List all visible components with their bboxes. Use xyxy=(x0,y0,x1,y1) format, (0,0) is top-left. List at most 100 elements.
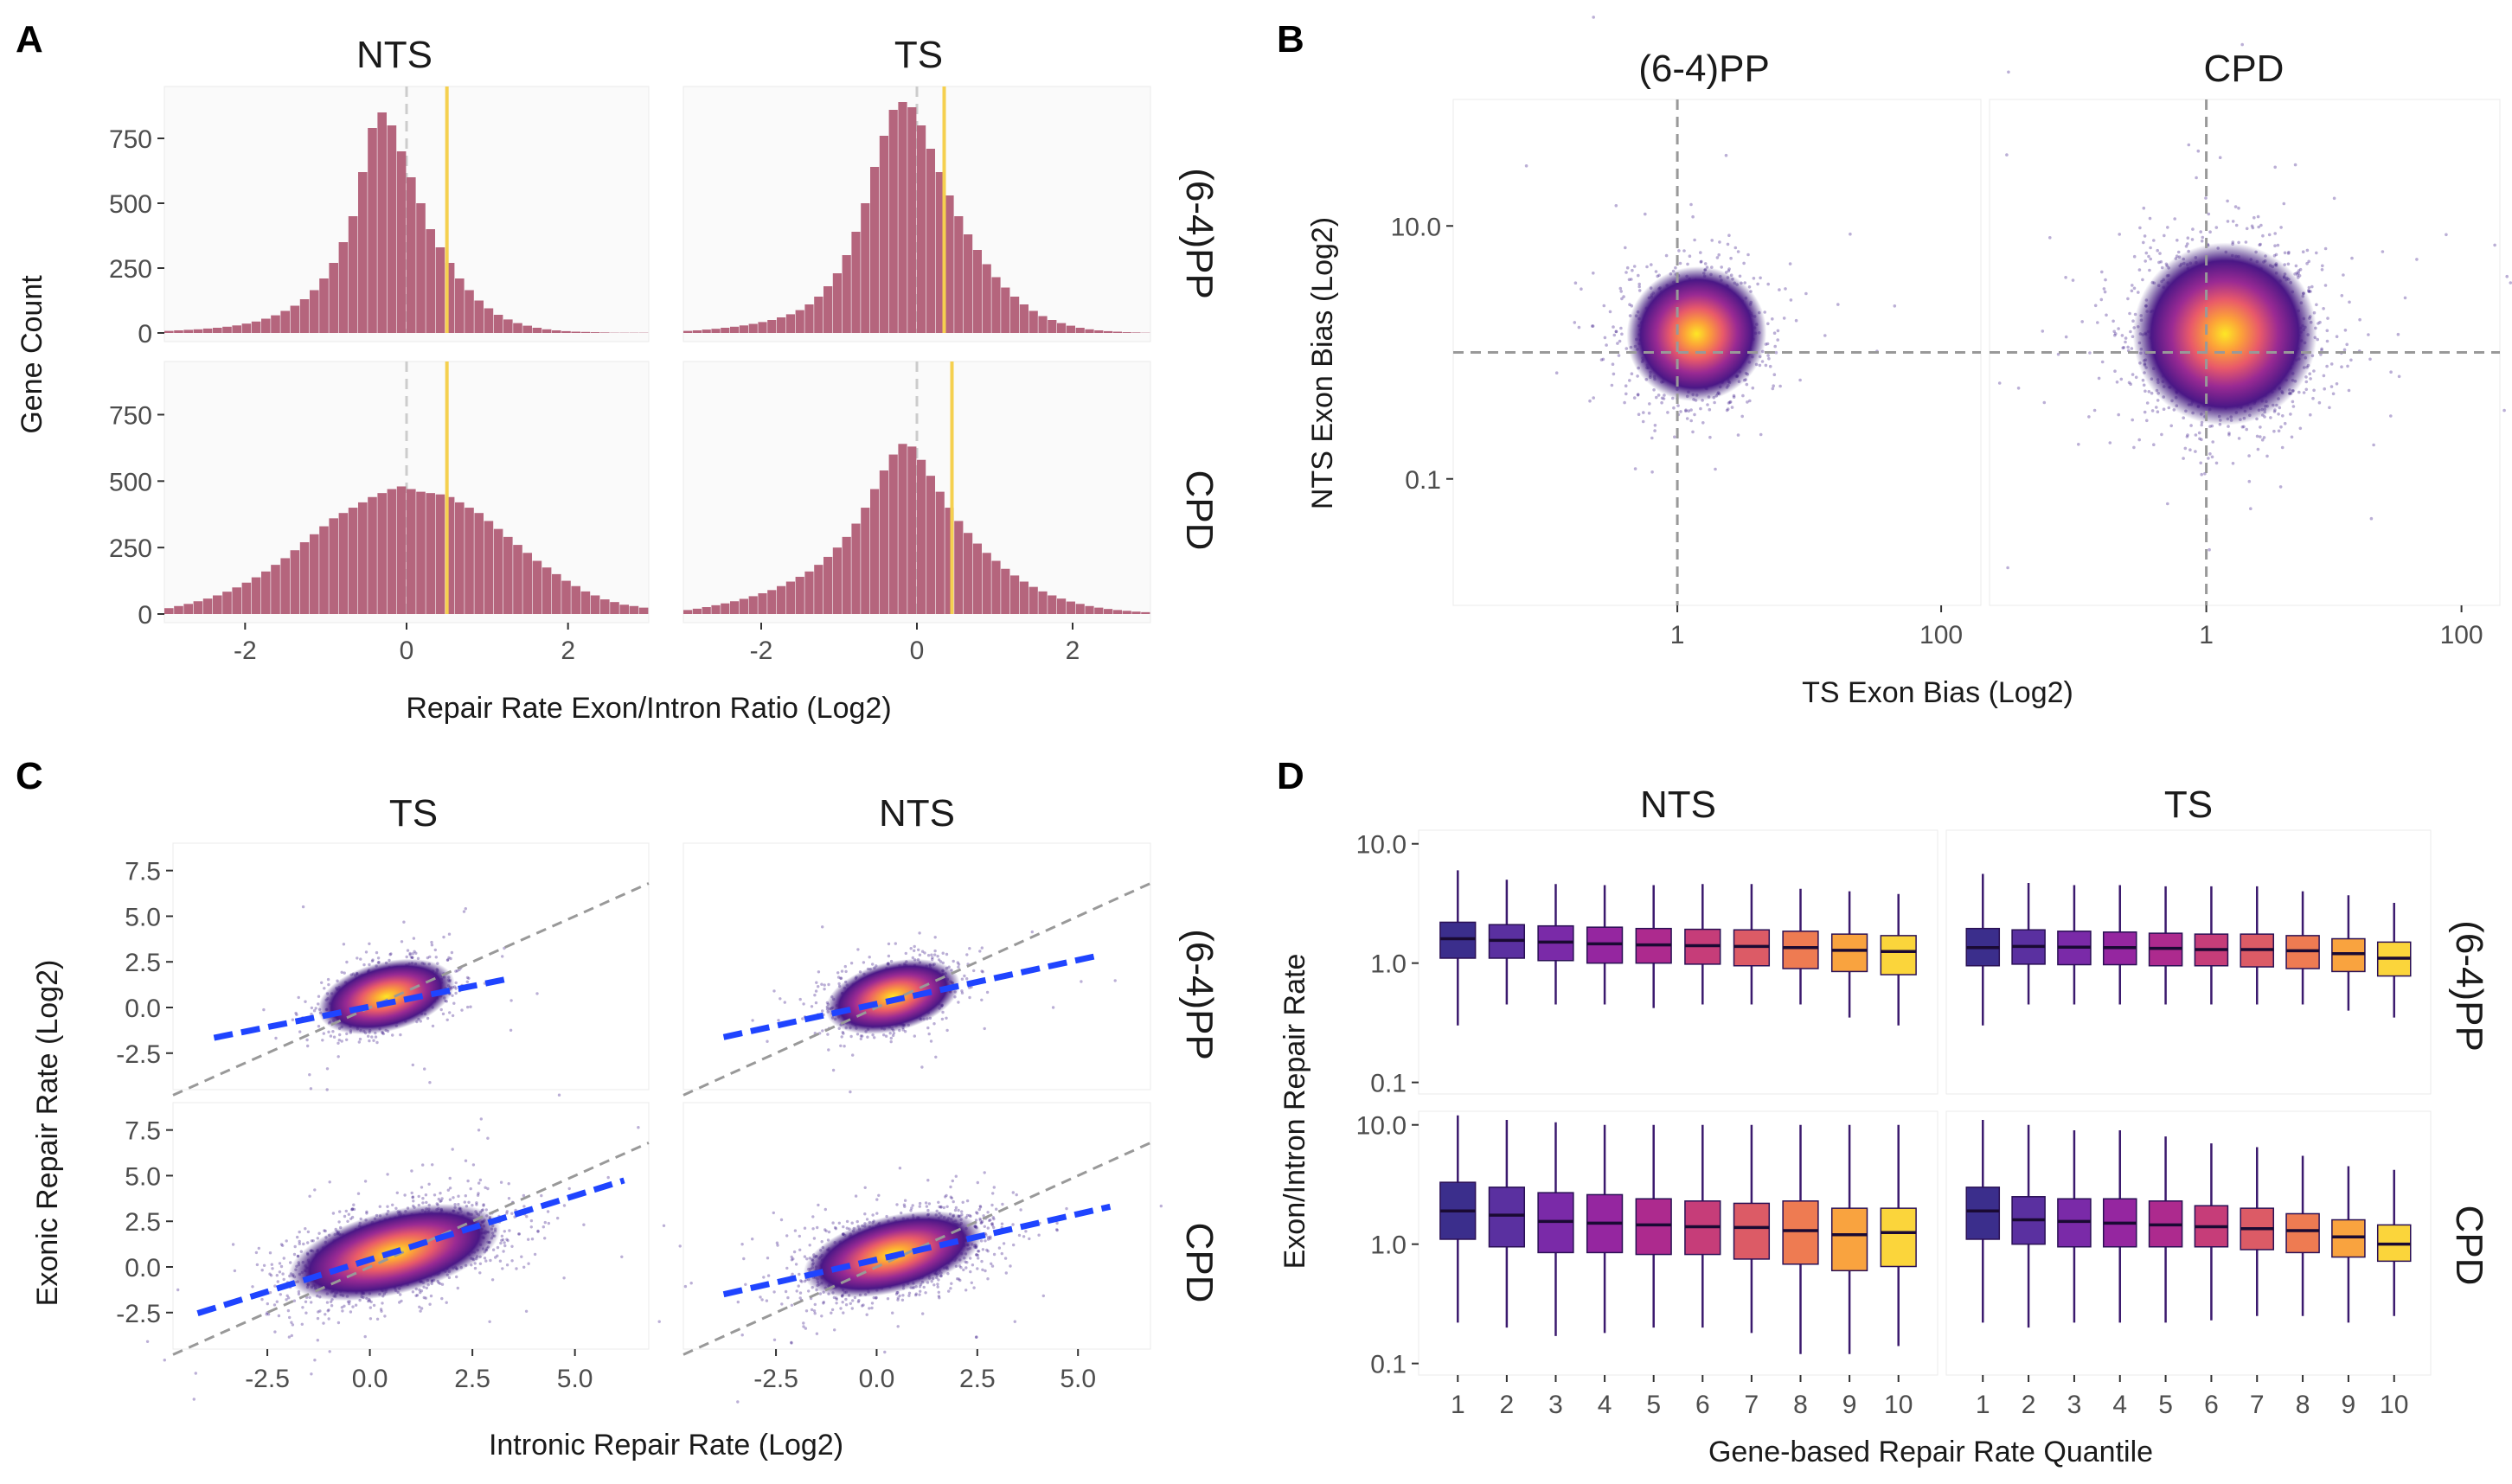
scatter-point xyxy=(2267,233,2272,237)
scatter-point xyxy=(868,956,871,959)
histogram-bar xyxy=(972,543,982,614)
scatter-point xyxy=(957,965,960,969)
panel-label-c: C xyxy=(16,755,43,797)
scatter-facet: 7.55.02.50.0-2.5 xyxy=(116,842,650,1097)
scatter-point xyxy=(2298,267,2303,272)
scatter-point xyxy=(2186,236,2190,240)
histogram-bar xyxy=(193,601,203,614)
scatter-point xyxy=(2007,70,2010,74)
scatter-point xyxy=(2315,303,2318,307)
histogram-bar xyxy=(522,553,532,614)
histogram-bar xyxy=(917,125,926,333)
scatter-point xyxy=(2144,251,2149,255)
scatter-point xyxy=(1728,400,1732,405)
scatter-point xyxy=(2227,425,2230,428)
scatter-point xyxy=(1660,400,1663,405)
scatter-point xyxy=(2325,329,2329,333)
scatter-point xyxy=(2096,321,2099,324)
panel-a-ylabel: Gene Count xyxy=(16,275,48,434)
scatter-point xyxy=(317,1025,321,1028)
scatter-point xyxy=(815,981,818,984)
scatter-point xyxy=(428,1081,432,1084)
scatter-point xyxy=(297,995,300,1000)
scatter-point xyxy=(840,969,844,973)
scatter-point xyxy=(1627,278,1631,282)
scatter-point xyxy=(2335,335,2339,339)
scatter-point xyxy=(2310,285,2314,289)
histogram-bar xyxy=(299,542,310,614)
scatter-point xyxy=(1636,374,1639,378)
scatter-point xyxy=(340,970,343,975)
scatter-point xyxy=(751,1019,754,1022)
scatter-point xyxy=(1729,256,1733,260)
histogram-bar xyxy=(1094,607,1104,614)
scatter-point xyxy=(1736,250,1740,253)
scatter-point xyxy=(2244,240,2248,244)
scatter-point xyxy=(1728,400,1733,404)
y-tick-label: -2.5 xyxy=(116,1040,161,1069)
histogram-bar xyxy=(590,595,600,614)
scatter-point xyxy=(501,955,504,958)
histogram-bar xyxy=(1010,297,1020,333)
scatter-point xyxy=(2148,268,2151,272)
scatter-point xyxy=(329,1300,333,1304)
scatter-point xyxy=(2345,342,2349,347)
scatter-point xyxy=(1691,214,1695,219)
scatter-point xyxy=(2130,347,2134,350)
histogram-bar xyxy=(888,454,898,614)
histogram-bar xyxy=(319,526,329,614)
scatter-point xyxy=(2247,454,2251,457)
scatter-point xyxy=(889,1036,894,1040)
scatter-point xyxy=(411,956,414,960)
histogram-bar xyxy=(396,151,407,333)
scatter-point xyxy=(960,989,964,993)
scatter-point xyxy=(917,948,920,952)
scatter-point xyxy=(1630,278,1633,281)
histogram-bar xyxy=(785,314,795,333)
scatter-point xyxy=(2274,253,2278,257)
scatter-point xyxy=(2493,243,2496,247)
scatter-point xyxy=(2199,230,2202,233)
scatter-point xyxy=(1653,424,1657,427)
scatter-point xyxy=(2328,406,2331,410)
scatter-point xyxy=(2145,419,2149,423)
scatter-point xyxy=(509,999,513,1002)
scatter-point xyxy=(2294,264,2298,268)
scatter-point xyxy=(2186,242,2189,246)
panel-b-col-strip-2: CPD xyxy=(2204,48,2285,90)
scatter-point xyxy=(2296,273,2299,277)
scatter-point xyxy=(368,942,371,946)
scatter-point xyxy=(326,977,330,982)
scatter-point xyxy=(2273,165,2277,170)
scatter-point xyxy=(434,956,438,959)
scatter-point xyxy=(926,1026,930,1030)
scatter-point xyxy=(1708,435,1712,439)
histogram-bar xyxy=(174,330,183,333)
scatter-point xyxy=(940,1017,945,1021)
scatter-point xyxy=(317,995,321,998)
scatter-point xyxy=(368,1317,373,1321)
scatter-point xyxy=(2142,240,2145,245)
histogram-bar xyxy=(503,319,513,333)
scatter-point xyxy=(2302,391,2306,394)
scatter-point xyxy=(2297,271,2300,275)
scatter-point xyxy=(389,952,393,956)
histogram-bar xyxy=(445,263,455,333)
scatter-point xyxy=(1644,212,1647,216)
scatter-point xyxy=(274,1036,278,1040)
histogram-bar xyxy=(484,308,494,333)
scatter-point xyxy=(431,1163,434,1167)
scatter-point xyxy=(1708,407,1712,412)
scatter-point xyxy=(2138,226,2142,230)
histogram-bar xyxy=(1131,332,1141,333)
scatter-point xyxy=(2204,196,2208,200)
scatter-point xyxy=(1678,261,1682,265)
scatter-point xyxy=(926,954,931,957)
scatter-point xyxy=(2127,381,2131,385)
scatter-point xyxy=(1733,246,1738,250)
histogram-bar xyxy=(387,489,397,614)
scatter-point xyxy=(2320,268,2324,272)
scatter-point xyxy=(2113,333,2117,337)
scatter-point xyxy=(2226,199,2229,203)
histogram-bar xyxy=(814,565,823,614)
